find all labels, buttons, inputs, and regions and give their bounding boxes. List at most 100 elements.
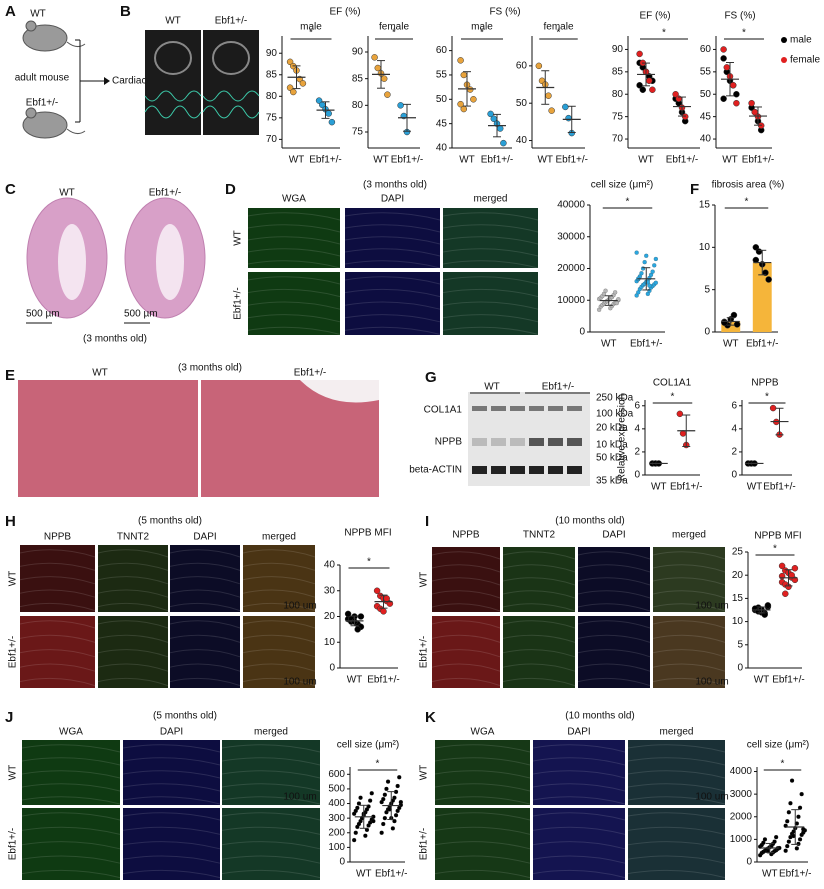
micrograph [578, 547, 650, 612]
y-tick-label: 20 [324, 611, 336, 622]
y-tick-label: 20000 [557, 263, 585, 274]
x-tick-label: WT [762, 869, 778, 880]
data-point [769, 404, 777, 412]
y-tick-label: 75 [266, 112, 278, 123]
blot-band [472, 466, 487, 474]
fiber [221, 770, 321, 779]
row-label: WT [419, 765, 430, 781]
data-point [500, 139, 507, 147]
image-label: Ebf1+/- [294, 368, 327, 379]
fiber [21, 770, 121, 779]
fiber [442, 276, 539, 285]
fiber [242, 634, 316, 643]
y-tick-label: 6 [634, 400, 640, 411]
chart-title: COL1A1 [653, 378, 692, 389]
micrograph [443, 272, 538, 335]
data-point [723, 64, 731, 71]
micrograph [243, 616, 315, 688]
fiber [344, 248, 441, 257]
stain-label: NPPB [452, 530, 480, 541]
fiber [97, 649, 169, 658]
data-point [676, 410, 684, 418]
fiber [434, 812, 531, 821]
data-point [460, 71, 468, 79]
data-point [636, 50, 643, 58]
fiber [532, 841, 626, 850]
fiber [19, 649, 96, 658]
data-point [398, 799, 403, 805]
stain-label: DAPI [160, 727, 183, 738]
fiber [502, 564, 576, 573]
micrograph [578, 616, 650, 688]
fiber [97, 620, 169, 629]
data-point [460, 105, 468, 113]
data-point [788, 801, 793, 806]
data-point [653, 256, 658, 262]
fiber [21, 826, 121, 835]
fiber [242, 620, 316, 629]
micrograph [443, 208, 538, 268]
micrograph [20, 545, 95, 612]
y-tick-label: 0 [579, 327, 585, 338]
data-point [634, 250, 639, 255]
row-label: Ebf1+/- [419, 828, 430, 861]
fiber [442, 236, 539, 245]
blot-band [567, 406, 582, 411]
fiber [19, 562, 96, 571]
data-point [344, 610, 352, 618]
fiber [532, 796, 626, 805]
data-point [639, 86, 647, 94]
panel-label: E [5, 367, 15, 384]
y-tick-label: 40 [436, 143, 448, 154]
y-tick-label: 10000 [557, 295, 585, 306]
panel-label: G [425, 369, 437, 386]
y-tick-label: 50 [516, 98, 528, 109]
panel-label: H [5, 513, 16, 530]
data-point [382, 792, 387, 797]
y-tick-label: 25 [732, 547, 744, 558]
band-label: COL1A1 [424, 405, 463, 416]
y-tick-label: 75 [612, 111, 624, 122]
blot-band [567, 466, 582, 474]
data-point [299, 80, 307, 87]
row-label: Ebf1+/- [419, 636, 430, 669]
data-point [603, 288, 608, 293]
micrograph [98, 616, 168, 688]
mouse-icon [22, 24, 68, 52]
stain-label: merged [474, 194, 508, 205]
fiber [431, 649, 501, 658]
fiber [431, 577, 501, 586]
micrograph [435, 808, 530, 880]
data-point [614, 301, 619, 306]
y-tick-label: 1000 [730, 834, 753, 845]
y-tick-label: 90 [612, 44, 624, 55]
x-tick-label: WT [651, 482, 667, 493]
marker-label: 100 kDa [596, 409, 634, 420]
fiber [431, 590, 501, 599]
fiber [577, 663, 651, 672]
fiber [221, 812, 321, 821]
data-point [356, 801, 362, 806]
y-tick-label: 3000 [730, 789, 753, 800]
data-point [545, 92, 552, 99]
y-tick-label: 85 [266, 69, 278, 80]
echo-ring [154, 41, 192, 75]
x-tick-label: Ebf1+/- [772, 675, 805, 686]
blot-band [491, 438, 506, 446]
fiber [242, 562, 316, 571]
y-tick-label: 300 [328, 813, 345, 824]
data-point [755, 248, 763, 255]
band-label: beta-ACTIN [409, 465, 462, 476]
data-point [352, 837, 357, 843]
scale-label: 100 um [283, 792, 316, 803]
fiber [442, 224, 539, 233]
data-point [653, 280, 658, 285]
x-tick-label: Ebf1+/- [367, 675, 400, 686]
fiber [344, 326, 441, 335]
panel-label: K [425, 709, 436, 726]
caption: (5 months old) [138, 516, 202, 527]
caption: (3 months old) [363, 180, 427, 191]
fiber [221, 796, 321, 805]
heart-cavity [156, 224, 184, 300]
fiber [247, 288, 341, 298]
